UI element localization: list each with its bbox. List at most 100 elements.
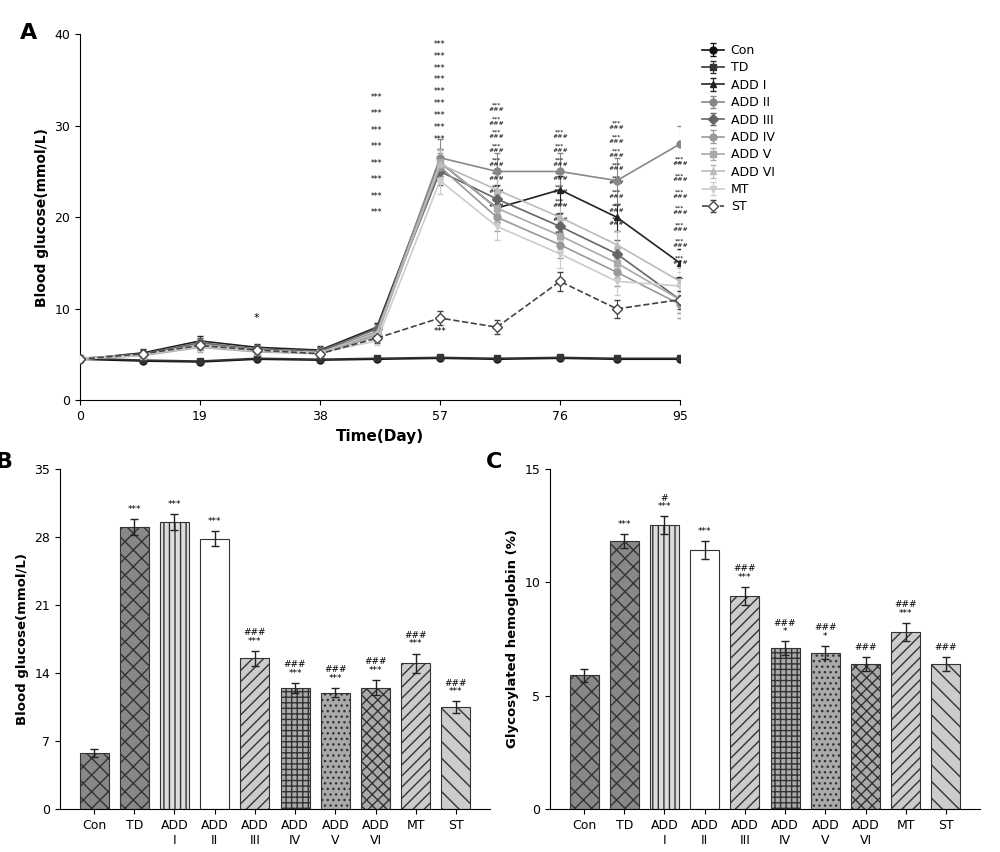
- Text: ###: ###: [244, 628, 266, 637]
- Text: ***: ***: [434, 52, 446, 60]
- Bar: [650, 526, 679, 809]
- Bar: [771, 648, 800, 809]
- Text: ***: ***: [248, 636, 262, 646]
- Text: ***
###: *** ###: [489, 171, 505, 181]
- Bar: [891, 632, 920, 809]
- Text: ***
###: *** ###: [672, 256, 688, 265]
- Text: ***
###: *** ###: [489, 144, 505, 153]
- Bar: [321, 693, 350, 809]
- Text: ***: ***: [434, 111, 446, 120]
- Bar: [811, 653, 840, 809]
- Text: ***: ***: [371, 158, 383, 168]
- Text: ***
###: *** ###: [552, 171, 568, 181]
- Text: ***: ***: [409, 640, 423, 648]
- Bar: [401, 664, 430, 809]
- Text: ***
###: *** ###: [609, 204, 625, 213]
- Text: ***
###: *** ###: [552, 185, 568, 194]
- Text: ***
###: *** ###: [552, 130, 568, 140]
- Bar: [240, 659, 269, 809]
- Text: ***
###: *** ###: [609, 135, 625, 144]
- X-axis label: Time(Day): Time(Day): [336, 429, 424, 444]
- Bar: [570, 676, 599, 809]
- Text: ###: ###: [284, 660, 306, 669]
- Text: ***
###: *** ###: [672, 239, 688, 249]
- Bar: [730, 596, 759, 809]
- Text: ***: ***: [675, 276, 685, 281]
- Text: ***
###: *** ###: [552, 199, 568, 208]
- Y-axis label: Glycosylated hemoglobin (%): Glycosylated hemoglobin (%): [506, 529, 519, 749]
- Text: ***: ***: [434, 40, 446, 49]
- Text: ***: ***: [434, 100, 446, 108]
- Text: ***
###: *** ###: [552, 144, 568, 153]
- Text: *: *: [254, 313, 260, 323]
- Text: ***: ***: [617, 521, 631, 529]
- Text: ***
###: *** ###: [672, 173, 688, 182]
- Legend: Con, TD, ADD I, ADD II, ADD III, ADD IV, ADD V, ADD VI, MT, ST: Con, TD, ADD I, ADD II, ADD III, ADD IV,…: [698, 40, 778, 217]
- Text: ###: ###: [895, 601, 917, 609]
- Text: B: B: [0, 452, 12, 471]
- Text: ***
###: *** ###: [672, 206, 688, 216]
- Text: ***
###: *** ###: [672, 157, 688, 166]
- Bar: [931, 664, 960, 809]
- Text: ***
###: *** ###: [489, 185, 505, 194]
- Text: ***: ***: [434, 135, 446, 144]
- Bar: [80, 753, 109, 809]
- Bar: [120, 527, 149, 809]
- Text: ***: ***: [658, 502, 671, 511]
- Text: ***: ***: [369, 665, 382, 675]
- Text: ***: ***: [434, 88, 446, 96]
- Y-axis label: Blood glucose(mmol/L): Blood glucose(mmol/L): [16, 553, 29, 725]
- Text: *: *: [783, 627, 787, 636]
- Text: ***: ***: [329, 674, 342, 682]
- Text: ***
###: *** ###: [609, 162, 625, 171]
- Text: ###: ###: [774, 619, 796, 628]
- Bar: [690, 550, 719, 809]
- Text: ###: ###: [814, 623, 837, 632]
- Bar: [851, 664, 880, 809]
- Text: ***: ***: [738, 573, 752, 582]
- Text: ***
###: *** ###: [672, 222, 688, 232]
- Text: ###: ###: [324, 665, 347, 674]
- Text: ***
###: *** ###: [672, 189, 688, 199]
- Text: ***: ***: [371, 176, 383, 184]
- Text: ***
###: *** ###: [489, 116, 505, 126]
- Text: ***: ***: [371, 192, 383, 201]
- Text: ***: ***: [371, 126, 383, 135]
- Text: ***: ***: [899, 609, 913, 618]
- Text: ***: ***: [434, 64, 446, 72]
- Bar: [361, 688, 390, 809]
- Bar: [441, 707, 470, 809]
- Text: ***: ***: [371, 109, 383, 118]
- Text: ***: ***: [434, 76, 446, 84]
- Text: ***: ***: [288, 669, 302, 677]
- Text: ###: ###: [405, 631, 427, 640]
- Text: ***
###: *** ###: [489, 130, 505, 140]
- Text: ###: ###: [364, 657, 387, 666]
- Text: ***
###: *** ###: [609, 217, 625, 227]
- Text: ***: ***: [449, 688, 463, 696]
- Text: ***
###: *** ###: [609, 121, 625, 130]
- Text: ***: ***: [371, 93, 383, 102]
- Text: C: C: [486, 452, 502, 471]
- Text: ***: ***: [434, 327, 446, 337]
- Bar: [200, 538, 229, 809]
- Text: ***: ***: [371, 142, 383, 152]
- Bar: [160, 522, 189, 809]
- Text: ***
###: *** ###: [609, 148, 625, 158]
- Text: ###: ###: [445, 679, 467, 688]
- Text: ***: ***: [434, 123, 446, 132]
- Text: ***
###: *** ###: [489, 199, 505, 208]
- Text: #: #: [661, 493, 668, 503]
- Bar: [610, 541, 639, 809]
- Text: ***
###: *** ###: [489, 102, 505, 112]
- Text: ###: ###: [854, 643, 877, 652]
- Text: ***: ***: [371, 208, 383, 217]
- Text: ***
###: *** ###: [609, 176, 625, 185]
- Y-axis label: Blood glucose(mmol/L): Blood glucose(mmol/L): [35, 128, 49, 307]
- Bar: [281, 688, 310, 809]
- Text: ***: ***: [208, 517, 221, 526]
- Text: ***
###: *** ###: [609, 189, 625, 199]
- Text: ***
###: *** ###: [552, 212, 568, 222]
- Text: A: A: [20, 23, 37, 43]
- Text: ***: ***: [127, 505, 141, 514]
